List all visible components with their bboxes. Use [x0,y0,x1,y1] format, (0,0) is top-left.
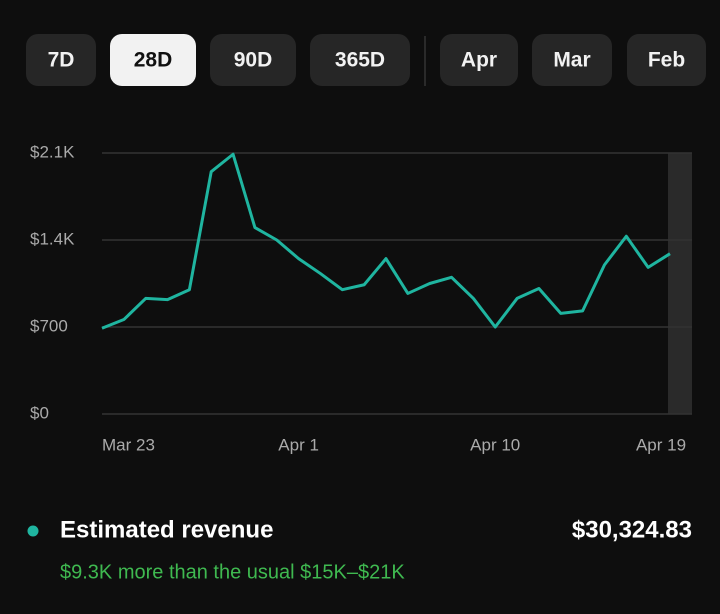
total-value: $30,324.83 [572,516,692,543]
y-tick-label: $2.1K [30,142,75,161]
tab-button[interactable] [110,34,196,86]
legend-label: Estimated revenue [60,516,273,543]
tab-button[interactable] [532,34,612,86]
hover-highlight [668,153,692,414]
y-tick-label: $0 [30,403,49,422]
tab-label[interactable]: 365D [335,49,385,72]
tab-label[interactable]: Apr [461,49,497,72]
x-tick-label: Apr 19 [636,435,686,454]
legend-dot [27,525,39,537]
tab-label[interactable]: 90D [234,49,273,72]
revenue-line [101,152,671,330]
tab-label[interactable]: 7D [48,49,75,72]
x-tick-label: Apr 1 [278,435,319,454]
tab-button[interactable] [210,34,296,86]
tab-button[interactable] [440,34,518,86]
tab-label[interactable]: Mar [553,49,590,72]
tab-button[interactable] [310,34,410,86]
tab-button[interactable] [26,34,96,86]
tab-label[interactable]: 28D [134,49,173,72]
tab-label[interactable]: Feb [648,49,685,72]
comparison-note: $9.3K more than the usual $15K–$21K [60,561,405,583]
x-tick-label: Apr 10 [470,435,520,454]
x-tick-label: Mar 23 [102,435,155,454]
tab-button[interactable] [627,34,706,86]
y-tick-label: $700 [30,316,68,335]
y-tick-label: $1.4K [30,229,75,248]
